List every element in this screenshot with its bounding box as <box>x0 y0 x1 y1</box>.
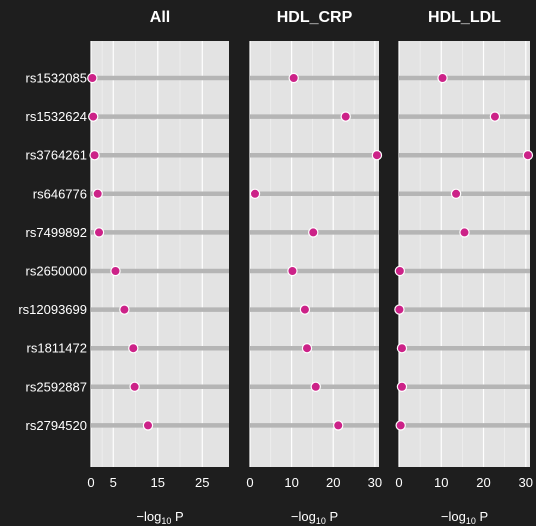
data-point <box>396 381 408 392</box>
x-tick-label: 0 <box>395 475 402 490</box>
panel-title: HDL_LDL <box>428 9 501 26</box>
data-point <box>450 188 462 199</box>
snp-label: rs2794520 <box>26 418 87 433</box>
data-point <box>93 227 105 238</box>
data-point <box>288 72 299 84</box>
x-tick-label: 30 <box>519 475 533 490</box>
data-point <box>394 265 406 277</box>
x-tick-label: 10 <box>284 475 298 490</box>
data-point <box>249 188 261 199</box>
panel-background <box>91 41 229 467</box>
snp-label: rs3764261 <box>26 148 87 163</box>
data-point <box>437 72 448 84</box>
data-point <box>119 304 130 315</box>
x-axis-label: −log10 P <box>136 509 183 526</box>
data-point <box>489 111 501 122</box>
data-point <box>87 72 98 84</box>
data-point <box>142 420 154 431</box>
data-point <box>89 149 100 161</box>
data-point <box>92 188 103 199</box>
x-axis-label: −log10 P <box>441 509 488 526</box>
panel-background <box>399 41 530 467</box>
facet-panel: All 0 5 15 25 −log10 P <box>87 9 229 526</box>
snp-label: rs2592887 <box>26 379 87 394</box>
data-point <box>396 343 408 354</box>
panel-title: HDL_CRP <box>277 9 353 26</box>
snp-label: rs1532624 <box>26 109 87 124</box>
snp-label: rs12093699 <box>18 302 87 317</box>
snp-label: rs1532085 <box>26 71 87 86</box>
data-point <box>301 343 313 354</box>
snp-label: rs646776 <box>33 186 87 201</box>
facet-panel: HDL_LDL 0 10 20 30 −log10 P <box>394 9 534 526</box>
facet-panel: HDL_CRP 0 10 20 30 −log10 P <box>246 9 383 526</box>
data-point <box>394 304 405 315</box>
data-point <box>110 265 121 277</box>
data-point <box>299 304 311 315</box>
data-point <box>287 265 298 277</box>
x-tick-label: 30 <box>368 475 382 490</box>
panel-background <box>250 41 379 467</box>
data-point <box>333 420 344 431</box>
data-point <box>88 111 99 122</box>
data-point <box>129 381 140 392</box>
x-tick-label: 0 <box>87 475 94 490</box>
snp-label: rs1811472 <box>27 341 87 356</box>
data-point <box>459 227 470 238</box>
snp-label: rs2650000 <box>26 264 87 279</box>
data-point <box>522 149 534 161</box>
panel-title: All <box>150 9 170 26</box>
data-point <box>340 111 351 122</box>
x-tick-label: 20 <box>476 475 490 490</box>
x-axis-label: −log10 P <box>291 509 338 526</box>
data-point <box>128 343 139 354</box>
x-tick-label: 5 <box>110 475 117 490</box>
data-point <box>308 227 319 238</box>
data-point <box>395 420 406 431</box>
x-tick-label: 10 <box>434 475 448 490</box>
x-tick-label: 25 <box>195 475 209 490</box>
snp-label: rs7499892 <box>26 225 87 240</box>
x-tick-label: 20 <box>326 475 340 490</box>
x-tick-label: 0 <box>246 475 253 490</box>
x-tick-label: 15 <box>151 475 165 490</box>
data-point <box>371 149 383 161</box>
data-point <box>310 381 321 392</box>
